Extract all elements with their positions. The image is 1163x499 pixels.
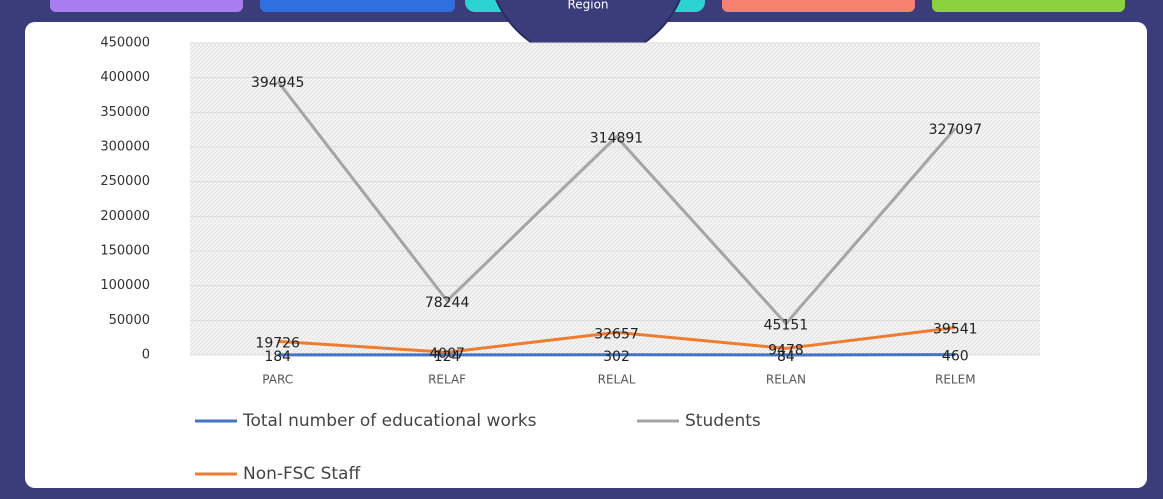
tab[interactable] xyxy=(932,0,1125,12)
line-series xyxy=(276,80,957,326)
x-tick-label: PARC xyxy=(262,373,293,387)
legend-label: Non-FSC Staff xyxy=(243,464,361,484)
data-label: 39541 xyxy=(933,322,978,338)
data-label: 394945 xyxy=(251,75,304,91)
data-label: 45151 xyxy=(764,318,809,334)
legend-label: Students xyxy=(685,411,761,431)
data-label: 327097 xyxy=(929,122,982,138)
data-label: 4007 xyxy=(429,346,465,362)
x-tick-label: RELEM xyxy=(935,373,976,387)
data-label: 19726 xyxy=(255,335,300,351)
data-label: 184 xyxy=(264,349,291,365)
data-label: 78244 xyxy=(425,295,470,311)
badge-label: Region xyxy=(567,0,608,12)
data-label: 314891 xyxy=(590,131,643,147)
y-tick-label: 100000 xyxy=(100,278,150,293)
plot: 0 50000 100000 150000 200000 250000 300000 3500… xyxy=(100,36,1040,484)
x-tick-label: RELAL xyxy=(598,373,636,387)
y-tick-label: 200000 xyxy=(100,209,150,224)
data-label: 302 xyxy=(603,349,630,365)
y-tick-label: 400000 xyxy=(100,70,150,85)
data-label: 460 xyxy=(942,349,969,365)
legend-label: Total number of educational works xyxy=(242,411,537,431)
tab[interactable] xyxy=(722,0,915,12)
data-label: 84 xyxy=(777,349,795,365)
x-tick-label: RELAF xyxy=(428,373,466,387)
y-tick-label: 250000 xyxy=(100,174,150,189)
y-tick-label: 150000 xyxy=(100,244,150,259)
line-series xyxy=(277,326,956,354)
plot-area xyxy=(190,43,1040,355)
y-tick-label: 0 xyxy=(142,348,150,363)
y-tick-label: 350000 xyxy=(100,105,150,120)
y-tick-label: 450000 xyxy=(100,36,150,51)
data-label: 124 xyxy=(434,349,461,365)
tab[interactable] xyxy=(260,0,455,12)
x-tick-label: RELAN xyxy=(766,373,806,387)
data-label: 9478 xyxy=(768,342,804,358)
y-tick-label: 300000 xyxy=(100,140,150,155)
data-label: 32657 xyxy=(594,326,639,342)
tab[interactable] xyxy=(50,0,243,12)
y-tick-label: 50000 xyxy=(109,313,150,328)
